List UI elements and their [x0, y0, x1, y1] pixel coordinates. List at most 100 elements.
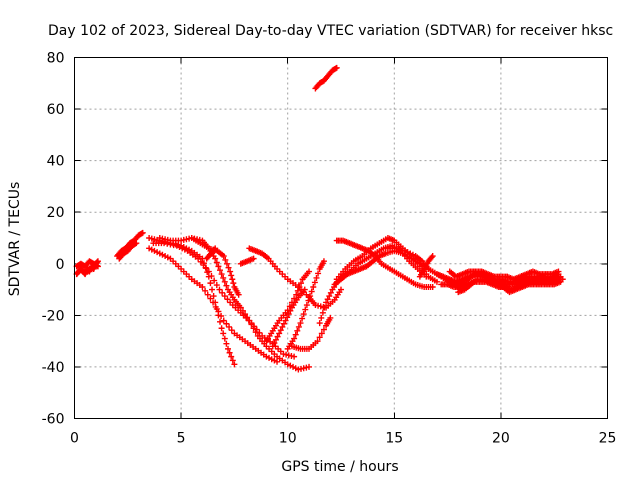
data-point	[229, 276, 236, 283]
data-point	[212, 245, 219, 252]
data-point	[221, 335, 228, 342]
data-point	[237, 304, 244, 311]
data-series-arc-24	[416, 253, 436, 280]
data-point	[228, 353, 235, 360]
data-points	[73, 64, 566, 373]
data-point	[272, 336, 279, 343]
data-point	[299, 315, 306, 322]
data-point	[220, 253, 227, 260]
y-tick-label: -20	[42, 308, 65, 324]
data-series-arc-15	[284, 258, 327, 352]
data-point	[252, 329, 259, 336]
data-point	[223, 282, 230, 289]
data-series-arc-6	[146, 245, 281, 365]
data-point	[433, 278, 440, 285]
data-point	[215, 263, 222, 270]
y-tick-label: 20	[47, 205, 65, 221]
y-tick-label: 40	[47, 154, 65, 170]
plot-frame	[74, 57, 608, 419]
data-point	[207, 295, 214, 302]
data-point	[228, 272, 235, 279]
data-series-arc-18	[312, 64, 340, 92]
data-series-arc-4	[116, 240, 140, 262]
data-point	[295, 323, 302, 330]
data-point	[280, 320, 287, 327]
data-point	[133, 240, 140, 247]
data-point	[195, 255, 202, 262]
data-point	[429, 253, 436, 260]
data-point	[301, 286, 308, 293]
data-point	[223, 340, 230, 347]
y-tick-label: 60	[47, 102, 65, 118]
data-point	[333, 64, 340, 71]
data-point	[555, 268, 562, 275]
x-tick-label: 0	[70, 431, 79, 447]
data-point	[213, 259, 220, 266]
data-point	[303, 302, 310, 309]
data-point	[220, 274, 227, 281]
data-point	[250, 255, 257, 262]
data-series-arc-3	[114, 229, 146, 260]
data-series-arc-13	[263, 268, 313, 345]
data-point	[226, 323, 233, 330]
data-point	[227, 268, 234, 275]
data-point	[429, 283, 436, 290]
data-point	[282, 317, 289, 324]
data-point	[220, 317, 227, 324]
data-point	[218, 325, 225, 332]
data-point	[294, 287, 301, 294]
data-point	[223, 320, 230, 327]
data-point	[248, 321, 255, 328]
data-point	[221, 278, 228, 285]
data-point	[423, 273, 430, 280]
data-point	[306, 363, 313, 370]
data-point	[308, 288, 315, 295]
data-point	[428, 254, 435, 261]
data-point	[244, 314, 251, 321]
x-axis-label: GPS time / hours	[281, 459, 398, 475]
data-point	[314, 338, 321, 345]
data-point	[202, 287, 209, 294]
data-point	[338, 286, 344, 293]
data-point	[211, 246, 218, 253]
data-point	[217, 318, 224, 325]
data-series-arc-14	[269, 286, 308, 350]
data-point	[305, 297, 312, 304]
data-point	[316, 320, 323, 327]
data-point	[231, 361, 238, 368]
data-point	[94, 258, 101, 265]
chart-title: Day 102 of 2023, Sidereal Day-to-day VTE…	[48, 23, 613, 39]
data-point	[225, 264, 232, 271]
data-point	[318, 330, 325, 337]
data-point	[277, 327, 284, 334]
x-tick-label: 10	[279, 431, 297, 447]
data-point	[228, 327, 235, 334]
data-point	[197, 258, 204, 265]
data-point	[557, 278, 564, 285]
data-point	[310, 283, 317, 290]
data-point	[205, 268, 212, 275]
data-point	[297, 320, 304, 327]
x-tick-label: 5	[177, 431, 186, 447]
data-point	[199, 283, 206, 290]
data-point	[287, 307, 294, 314]
data-series-arc-9	[188, 235, 242, 298]
data-point	[200, 262, 207, 269]
data-series-arc-28	[446, 268, 562, 283]
data-point	[239, 307, 246, 314]
data-point	[217, 267, 224, 274]
data-point	[207, 280, 214, 287]
data-series-arc-16	[288, 314, 334, 352]
data-point	[274, 333, 281, 340]
data-point	[274, 358, 281, 365]
data-point	[204, 291, 211, 298]
data-point	[221, 293, 228, 300]
data-point	[294, 327, 301, 334]
data-point	[235, 291, 242, 298]
data-series-arc-12	[237, 255, 257, 267]
data-series-arc-8	[156, 235, 313, 373]
data-series-arc-1	[73, 258, 101, 278]
data-point	[212, 255, 219, 262]
data-point	[230, 280, 237, 287]
